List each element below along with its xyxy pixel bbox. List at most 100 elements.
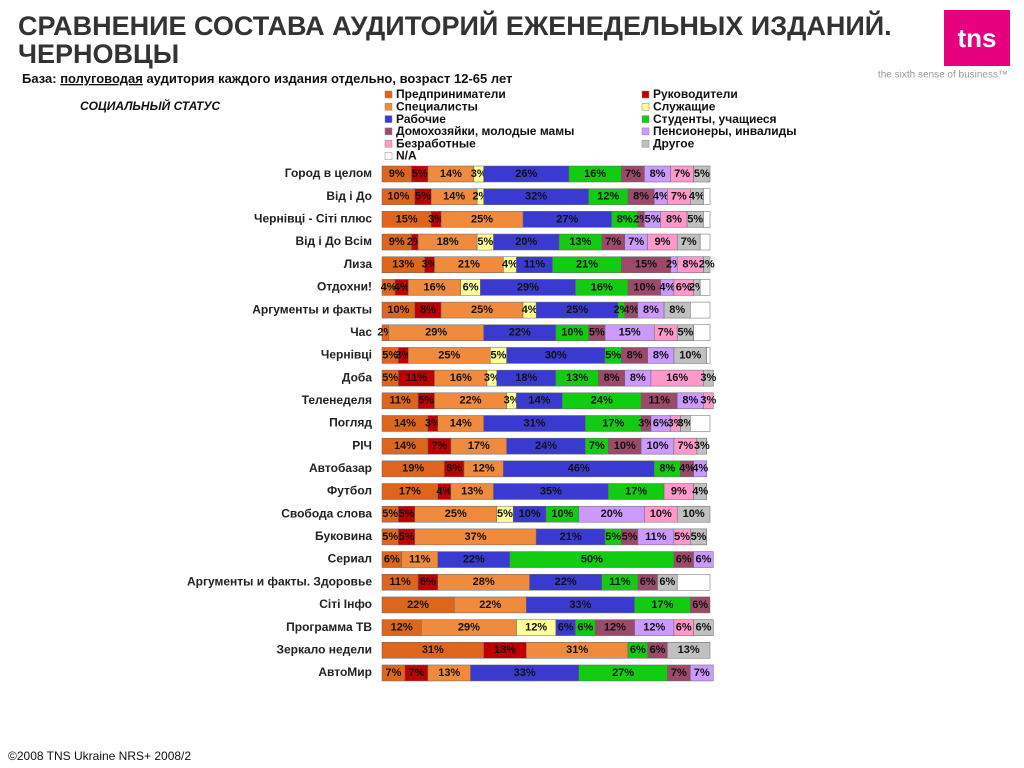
category-label: Від і До Всім (295, 234, 372, 248)
category-label: Город в целом (285, 166, 372, 180)
value-label: 5% (382, 349, 398, 361)
value-label: 22% (463, 553, 485, 565)
bar-segment (690, 664, 714, 682)
value-label: 8% (659, 463, 675, 475)
value-label: 6% (384, 553, 400, 565)
value-label: 13% (392, 259, 414, 271)
value-label: 3% (484, 372, 500, 384)
category-label: Погляд (329, 416, 372, 430)
category-label: РІЧ (352, 438, 372, 452)
value-label: 17% (602, 417, 624, 429)
value-label: 10% (614, 440, 636, 452)
value-label: 27% (612, 667, 634, 679)
value-label: 2% (699, 259, 715, 271)
value-label: 6% (659, 576, 675, 588)
value-label: 8% (630, 372, 646, 384)
value-label: 15% (635, 259, 657, 271)
value-label: 4% (689, 191, 705, 203)
value-label: 22% (407, 599, 429, 611)
value-label: 8% (633, 191, 649, 203)
value-label: 46% (568, 463, 590, 475)
value-label: 3% (638, 417, 654, 429)
value-label: 30% (545, 349, 567, 361)
value-label: 6% (420, 576, 436, 588)
tagline: the sixth sense of business™ (878, 70, 1008, 81)
value-label: 7% (694, 667, 710, 679)
value-label: 8% (669, 304, 685, 316)
value-label: 33% (569, 599, 591, 611)
bar-segment (676, 505, 711, 523)
value-label: 6% (640, 576, 656, 588)
value-label: 10% (647, 440, 669, 452)
value-label: 25% (566, 304, 588, 316)
value-label: 31% (566, 644, 588, 656)
legend-label: Рабочие (396, 112, 446, 126)
value-label: 17% (651, 599, 673, 611)
value-label: 10% (551, 508, 573, 520)
value-label: 9% (389, 236, 405, 248)
category-label: Доба (342, 370, 372, 384)
value-label: 6% (630, 644, 646, 656)
legend-label: Студенты, учащиеся (653, 112, 777, 126)
value-label: 3% (700, 395, 716, 407)
value-label: 12% (525, 622, 547, 634)
value-label: 25% (471, 213, 493, 225)
category-label: АвтоМир (318, 665, 372, 679)
value-label: 8% (604, 372, 620, 384)
value-label: 22% (555, 576, 577, 588)
value-label: 3% (668, 417, 684, 429)
legend-swatch (384, 139, 393, 148)
value-label: 13% (494, 644, 516, 656)
value-label: 13% (566, 372, 588, 384)
value-label: 4% (692, 463, 708, 475)
category-label: Сериал (328, 552, 372, 566)
value-label: 9% (389, 168, 405, 180)
value-label: 33% (514, 667, 536, 679)
value-label: 16% (666, 372, 688, 384)
value-label: 10% (387, 304, 409, 316)
value-label: 10% (519, 508, 541, 520)
bar-segment (693, 483, 707, 500)
value-label: 6% (676, 281, 692, 293)
value-label: 9% (654, 236, 670, 248)
value-label: 25% (471, 304, 493, 316)
legend-label: Пенсионеры, инвалиды (653, 124, 796, 138)
category-label: Сіті Інфо (319, 597, 372, 611)
value-label: 4% (381, 281, 397, 293)
value-label: 19% (402, 463, 424, 475)
value-label: 4% (502, 259, 518, 271)
value-label: 7% (386, 667, 402, 679)
value-label: 3% (694, 440, 710, 452)
value-label: 8% (420, 304, 436, 316)
value-label: 5% (691, 531, 707, 543)
category-label: Чернівці (321, 348, 372, 362)
bar-segment (690, 596, 711, 614)
value-label: 25% (438, 349, 460, 361)
bar-segment (667, 642, 711, 659)
value-label: 3% (677, 417, 693, 429)
value-label: 11% (648, 395, 670, 407)
value-label: 7% (625, 168, 641, 180)
value-label: 5% (605, 531, 621, 543)
value-label: 12% (604, 622, 626, 634)
value-label: 7% (671, 191, 687, 203)
value-label: 7% (431, 440, 447, 452)
legend-label: Предприниматели (396, 87, 506, 101)
bar-segment (703, 256, 711, 273)
value-label: 11% (524, 259, 546, 271)
value-label: 7% (671, 667, 687, 679)
value-label: 7% (628, 236, 644, 248)
value-label: 5% (687, 213, 703, 225)
value-label: 15% (619, 327, 641, 339)
value-label: 10% (387, 191, 409, 203)
value-label: 5% (477, 236, 493, 248)
value-label: 31% (524, 417, 546, 429)
logo: tns (958, 23, 997, 53)
base-prefix: База: (22, 71, 60, 86)
value-label: 5% (418, 395, 434, 407)
value-label: 18% (437, 236, 459, 248)
bar-segment (706, 347, 711, 364)
value-label: 3% (504, 395, 520, 407)
value-label: 37% (464, 531, 486, 543)
value-label: 5% (677, 327, 693, 339)
